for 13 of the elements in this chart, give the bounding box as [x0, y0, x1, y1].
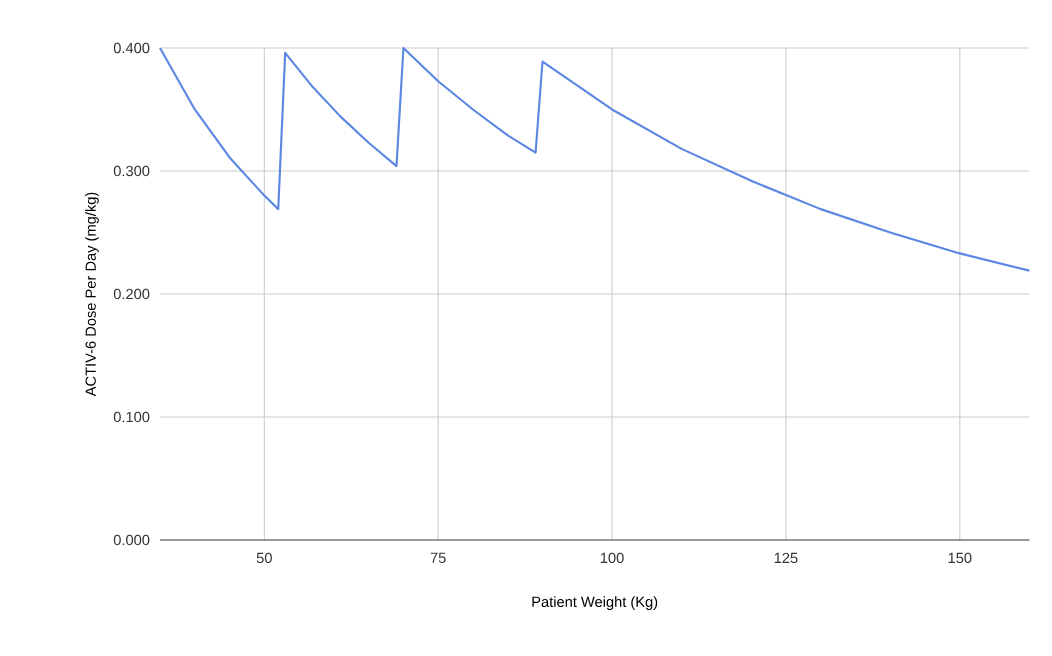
x-tick-label: 50	[256, 552, 272, 564]
x-tick-label: 75	[430, 552, 446, 563]
x-tick-label: 125	[774, 552, 798, 564]
y-tick-label: 0.200	[113, 288, 150, 300]
x-tick-label: 150	[948, 552, 972, 564]
y-tick-label: 0.400	[113, 42, 150, 54]
y-tick-label: 0.000	[113, 534, 150, 546]
x-axis-title: Patient Weight (Kg)	[532, 596, 658, 610]
y-tick-label: 0.300	[113, 165, 150, 177]
y-axis-title: ACTIV-6 Dose Per Day (mg/kg)	[85, 192, 99, 397]
y-tick-label: 0.100	[113, 411, 150, 423]
line-series	[158, 46, 1031, 272]
x-tick-label: 100	[600, 552, 624, 564]
